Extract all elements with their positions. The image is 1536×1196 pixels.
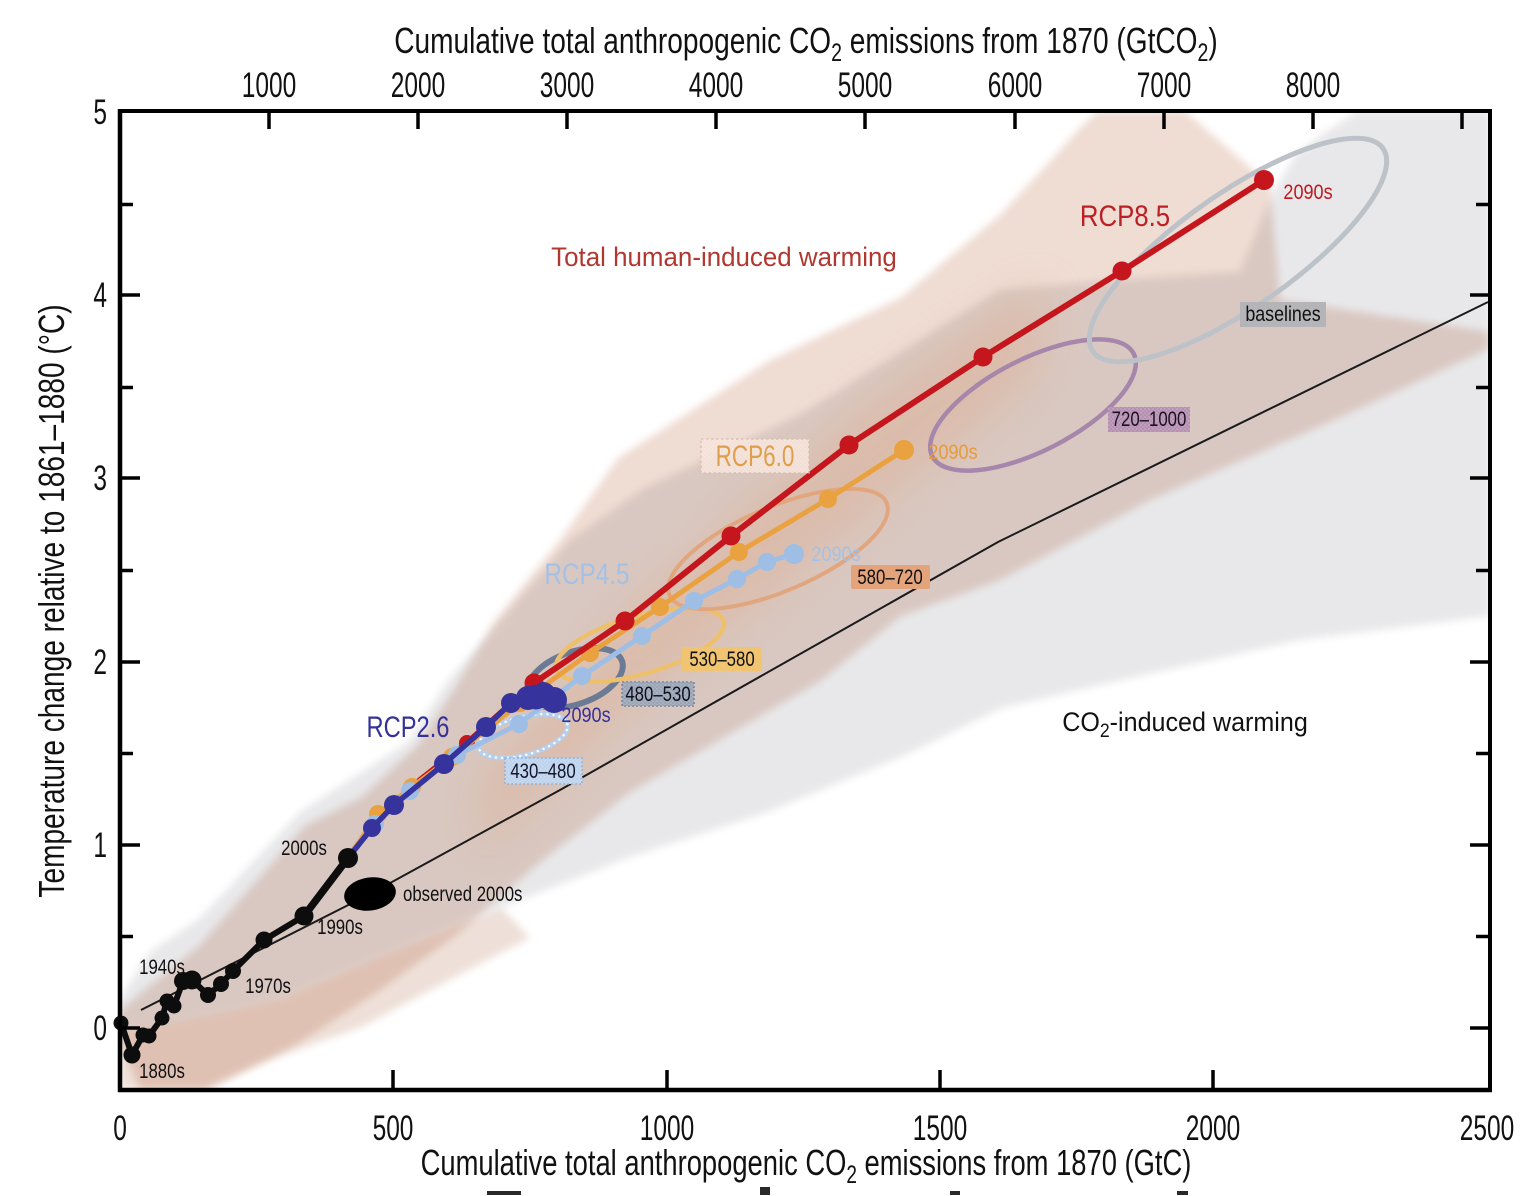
svg-text:1000: 1000 <box>242 67 296 105</box>
svg-text:1990s: 1990s <box>317 916 363 939</box>
svg-text:6000: 6000 <box>988 67 1042 105</box>
svg-text:RCP2.6: RCP2.6 <box>367 710 450 743</box>
svg-text:RCP6.0: RCP6.0 <box>716 439 795 473</box>
svg-text:Total human-induced warming: Total human-induced warming <box>551 242 897 273</box>
svg-text:2000: 2000 <box>391 67 445 105</box>
svg-text:Cumulative total anthropogenic: Cumulative total anthropogenic CO2 emiss… <box>421 1142 1192 1188</box>
svg-text:3: 3 <box>93 460 107 498</box>
svg-text:baselines: baselines <box>1245 303 1321 327</box>
svg-text:RCP8.5: RCP8.5 <box>1080 199 1170 232</box>
svg-text:3000: 3000 <box>540 67 594 105</box>
svg-text:1: 1 <box>93 827 107 865</box>
svg-text:RCP4.5: RCP4.5 <box>544 557 629 591</box>
svg-text:430–480: 430–480 <box>510 760 575 783</box>
svg-text:5000: 5000 <box>838 67 892 105</box>
svg-text:CO2-induced warming: CO2-induced warming <box>1062 706 1308 741</box>
svg-text:0: 0 <box>93 1010 107 1048</box>
svg-text:2090s: 2090s <box>561 704 610 728</box>
svg-text:1970s: 1970s <box>245 975 291 998</box>
svg-text:7000: 7000 <box>1137 67 1191 105</box>
svg-text:1940s: 1940s <box>139 956 185 979</box>
svg-text:580–720: 580–720 <box>857 566 922 589</box>
svg-text:observed 2000s: observed 2000s <box>403 883 522 906</box>
svg-text:4: 4 <box>93 277 107 315</box>
svg-text:4000: 4000 <box>689 67 743 105</box>
svg-text:0: 0 <box>113 1110 127 1148</box>
svg-text:Temperature change relative to: Temperature change relative to 1861–1880… <box>32 304 72 897</box>
svg-text:2000s: 2000s <box>281 837 327 860</box>
svg-text:1880s: 1880s <box>139 1060 185 1083</box>
svg-text:1000: 1000 <box>640 1110 694 1148</box>
svg-text:Cumulative total anthropogenic: Cumulative total anthropogenic CO2 emiss… <box>394 21 1217 67</box>
svg-text:1500: 1500 <box>913 1110 967 1148</box>
svg-text:500: 500 <box>373 1110 414 1148</box>
svg-text:5: 5 <box>93 94 107 132</box>
svg-text:720–1000: 720–1000 <box>1112 408 1187 431</box>
svg-text:2090s: 2090s <box>1283 181 1332 205</box>
svg-text:530–580: 530–580 <box>689 648 754 671</box>
svg-text:2090s: 2090s <box>928 441 977 465</box>
svg-text:2000: 2000 <box>1186 1110 1240 1148</box>
svg-text:480–530: 480–530 <box>625 683 690 706</box>
svg-text:2: 2 <box>93 644 107 682</box>
svg-text:2500: 2500 <box>1460 1110 1514 1148</box>
svg-text:8000: 8000 <box>1286 67 1340 105</box>
svg-text:2090s: 2090s <box>811 543 860 567</box>
